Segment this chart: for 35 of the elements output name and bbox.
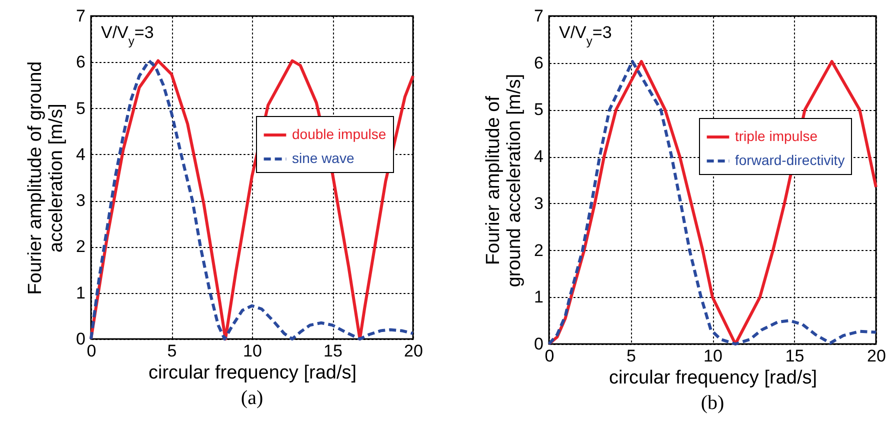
legend-label: forward-directivity: [735, 152, 845, 168]
legend-label: double impulse: [292, 126, 386, 142]
x-tick-label: 15: [785, 346, 804, 366]
y-tick-label: 2: [76, 237, 86, 256]
y-tick-label: 4: [76, 144, 86, 164]
y-axis-title: Fourier amplitude of ground acceleration [m/s]: [483, 74, 526, 288]
y-tick-label: 4: [534, 147, 544, 166]
y-axis-title: Fourier amplitude of ground acceleration [m/s]: [25, 61, 68, 295]
y-tick-label: 0: [76, 330, 86, 348]
y-tick-label: 2: [534, 240, 544, 260]
y-tick-label: 6: [76, 52, 86, 72]
y-tick-label: 1: [534, 288, 544, 307]
x-tick-label: 5: [167, 342, 177, 360]
y-tick-label: 5: [76, 98, 86, 118]
x-tick-label: 20: [404, 342, 423, 360]
x-tick-label: 20: [867, 346, 886, 366]
y-tick-label: 5: [534, 100, 544, 120]
x-tick-label: 10: [243, 342, 262, 360]
annotation: V/V$_{y}$=3: [101, 23, 154, 48]
y-tick-label: 6: [534, 53, 544, 72]
x-tick-label: 5: [626, 346, 636, 366]
y-tick-label: 7: [76, 6, 86, 26]
y-tick-label: 3: [534, 194, 544, 213]
y-tick-label: 7: [534, 6, 544, 26]
legend-label: sine wave: [292, 150, 354, 166]
x-axis-title: circular frequency [rad/s]: [608, 368, 818, 388]
x-tick-label: 15: [324, 342, 342, 360]
annotation: V/V$_{y}$=3: [559, 23, 612, 48]
text: (a): [240, 387, 264, 409]
text: (b): [700, 392, 724, 414]
legend-label: triple impulse: [735, 128, 818, 144]
y-tick-label: 1: [76, 283, 86, 302]
x-axis-title: circular frequency [rad/s]: [148, 362, 357, 384]
x-tick-label: 10: [704, 346, 722, 366]
y-tick-label: 3: [76, 191, 86, 210]
